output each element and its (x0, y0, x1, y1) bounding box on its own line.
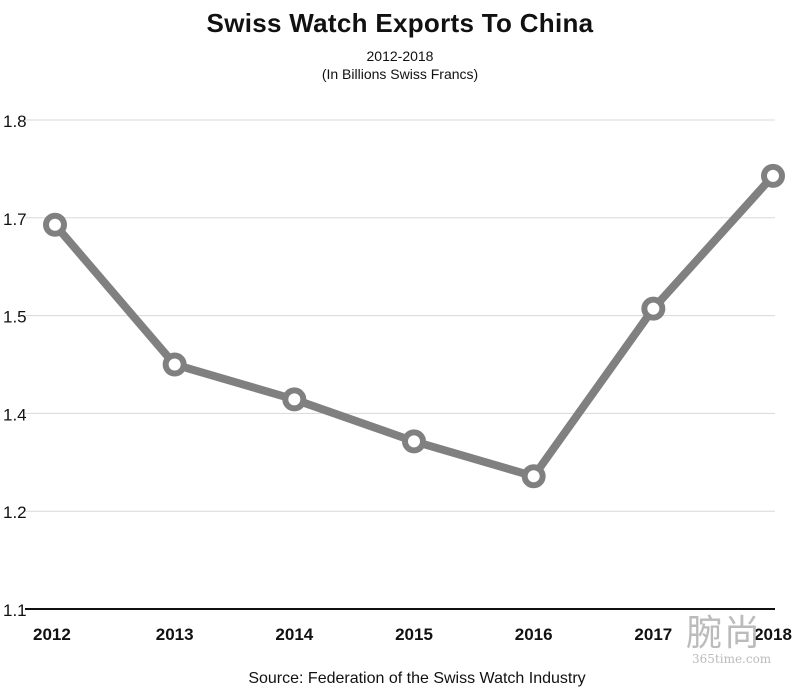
data-point (43, 212, 67, 237)
x-tick-label: 2013 (156, 625, 194, 644)
x-tick-label: 2015 (395, 625, 433, 644)
watermark-text: 腕尚 (686, 613, 763, 654)
x-tick-label: 2012 (33, 625, 71, 644)
x-tick-label: 2014 (275, 625, 313, 644)
watermark-logo: 腕尚 365time.com (686, 604, 771, 666)
watermark-url: 365time.com (692, 652, 772, 666)
data-point (641, 296, 666, 321)
y-tick-label: 1.2 (3, 503, 27, 522)
y-tick-label: 1.4 (3, 405, 27, 424)
data-point (282, 387, 307, 412)
y-tick-label: 1.1 (3, 601, 27, 620)
y-tick-label: 1.8 (3, 112, 27, 131)
x-tick-label: 2018 (754, 625, 792, 644)
chart-title: Swiss Watch Exports To China (206, 8, 594, 38)
chart-units: (In Billions Swiss Francs) (321, 66, 479, 82)
y-tick-label: 1.5 (3, 308, 27, 327)
x-tick-label: 2016 (515, 625, 553, 644)
data-point (761, 163, 785, 188)
data-point (402, 429, 426, 454)
data-point (162, 352, 187, 377)
x-tick-label: 2017 (634, 625, 672, 644)
data-point (521, 464, 546, 489)
y-tick-label: 1.7 (3, 210, 27, 229)
chart-subtitle: 2012-2018 (366, 48, 434, 64)
chart-source: Source: Federation of the Swiss Watch In… (248, 670, 586, 687)
